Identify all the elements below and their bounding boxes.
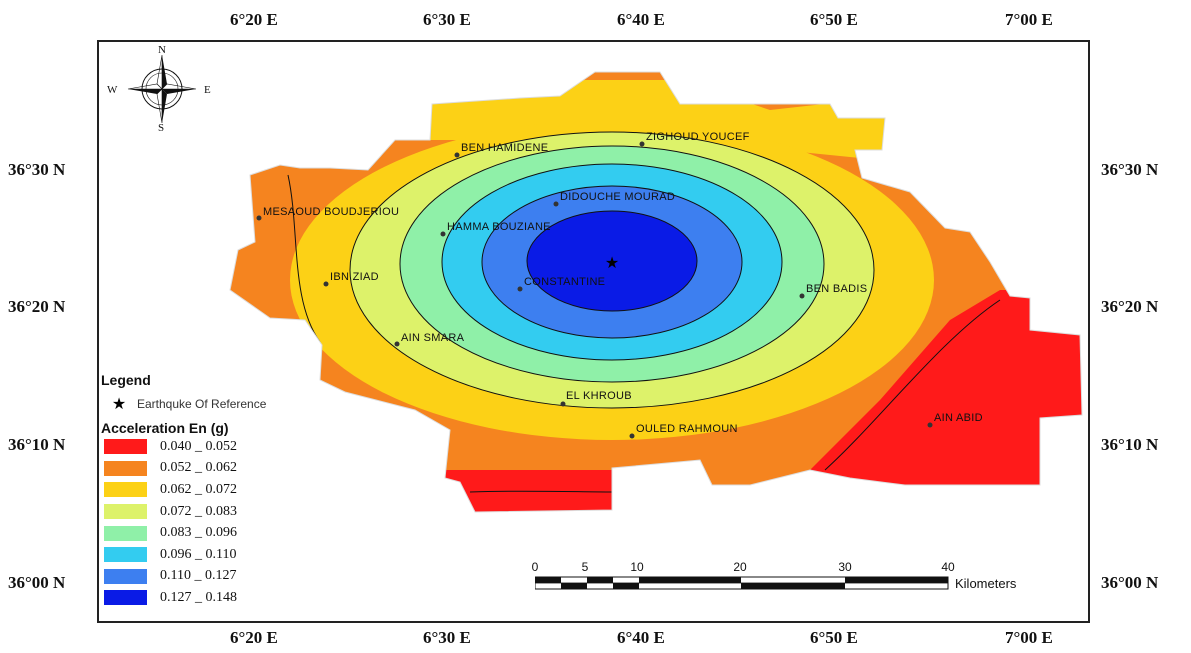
right-tick-label: 36°20 N (1101, 297, 1159, 316)
scale-tick-label: 30 (838, 560, 852, 574)
left-tick-label: 36°10 N (8, 435, 66, 454)
left-tick-label: 36°20 N (8, 297, 66, 316)
scale-tick-label: 10 (630, 560, 644, 574)
legend-class-label: 0.096 _ 0.110 (160, 546, 237, 562)
legend-class-row: 0.127 _ 0.148 (101, 587, 341, 609)
town-label: ZIGHOUD YOUCEF (646, 131, 750, 143)
town-label: OULED RAHMOUN (636, 423, 738, 435)
legend-class-label: 0.083 _ 0.096 (160, 525, 237, 541)
town-label: BEN BADIS (806, 283, 867, 295)
legend-quake-entry: ★ Earthquke Of Reference (101, 394, 341, 414)
map-legend: Legend ★ Earthquke Of Reference Accelera… (101, 372, 341, 609)
legend-acceleration-title: Acceleration En (g) (101, 420, 229, 436)
bottom-tick-label: 6°50 E (810, 628, 858, 647)
legend-class-row: 0.062 _ 0.072 (101, 479, 341, 501)
legend-quake-label: Earthquke Of Reference (137, 397, 267, 411)
left-tick-label: 36°30 N (8, 160, 66, 179)
right-tick-label: 36°30 N (1101, 160, 1159, 179)
town-marker (517, 286, 523, 292)
right-tick-label: 36°10 N (1101, 435, 1159, 454)
town-marker (553, 201, 559, 207)
compass-north-label: N (158, 44, 166, 56)
legend-swatch (104, 482, 147, 498)
compass-east-label: E (204, 84, 211, 96)
town-label: BEN HAMIDENE (461, 142, 548, 154)
epicenter-star-icon: ★ (605, 255, 619, 272)
town-marker (927, 422, 933, 428)
compass-west-label: W (107, 84, 118, 96)
legend-class-label: 0.052 _ 0.062 (160, 460, 237, 476)
legend-swatch (104, 504, 147, 520)
scale-tick-label: 20 (733, 560, 747, 574)
legend-class-row: 0.110 _ 0.127 (101, 566, 341, 588)
class-0.040-0.052-fill-east (810, 290, 1082, 512)
compass-rose: N S E W (105, 44, 215, 136)
contour-line-east (824, 299, 1001, 471)
scale-bar-graphic (535, 576, 949, 590)
legend-class-label: 0.127 _ 0.148 (160, 589, 237, 605)
legend-swatch (104, 460, 147, 476)
contour-line-south (469, 490, 613, 493)
bottom-tick-label: 6°40 E (617, 628, 665, 647)
legend-swatch (104, 568, 147, 584)
legend-swatch (104, 590, 147, 606)
star-icon: ★ (111, 396, 127, 413)
town-label: IBN ZIAD (330, 271, 379, 283)
right-tick-label: 36°00 N (1101, 573, 1159, 592)
scale-tick-label: 0 (531, 560, 539, 574)
scale-tick-label: 40 (941, 560, 955, 574)
scale-bar: 0 5 10 20 30 40 Kilometers (520, 560, 1080, 600)
legend-swatch (104, 439, 147, 455)
compass-star-icon (127, 54, 197, 124)
region-boundary (229, 71, 1083, 513)
town-marker (629, 433, 635, 439)
legend-class-row: 0.072 _ 0.083 (101, 501, 341, 523)
scale-tick-label: 5 (581, 560, 589, 574)
legend-title: Legend (101, 372, 151, 388)
town-marker (560, 401, 566, 407)
left-tick-label: 36°00 N (8, 573, 66, 592)
contour-line-west (287, 174, 321, 343)
top-tick-label: 7°00 E (1005, 10, 1053, 29)
town-marker (454, 152, 460, 158)
bottom-tick-label: 6°20 E (230, 628, 278, 647)
town-marker (799, 293, 805, 299)
town-marker (639, 141, 645, 147)
bottom-tick-label: 6°30 E (423, 628, 471, 647)
legend-swatch (104, 547, 147, 563)
town-label: MESAOUD BOUDJERIOU (263, 206, 399, 218)
town-label: EL KHROUB (566, 390, 632, 402)
top-tick-label: 6°20 E (230, 10, 278, 29)
legend-class-row: 0.096 _ 0.110 (101, 544, 341, 566)
town-marker (440, 231, 446, 237)
town-label: CONSTANTINE (524, 276, 605, 288)
legend-class-label: 0.062 _ 0.072 (160, 481, 237, 497)
town-marker (394, 341, 400, 347)
class-0.127-0.148-fill (526, 210, 698, 312)
bottom-tick-label: 7°00 E (1005, 628, 1053, 647)
legend-class-label: 0.072 _ 0.083 (160, 503, 237, 519)
scale-unit-label: Kilometers (955, 576, 1017, 591)
legend-class-row: 0.052 _ 0.062 (101, 458, 341, 480)
legend-swatch (104, 525, 147, 541)
legend-class-row: 0.083 _ 0.096 (101, 522, 341, 544)
town-label: DIDOUCHE MOURAD (560, 191, 675, 203)
town-label: AIN SMARA (401, 332, 465, 344)
town-label: AIN ABID (934, 412, 983, 424)
top-tick-label: 6°30 E (423, 10, 471, 29)
legend-class-row: 0.040 _ 0.052 (101, 436, 341, 458)
top-tick-label: 6°50 E (810, 10, 858, 29)
top-tick-label: 6°40 E (617, 10, 665, 29)
town-marker (256, 215, 262, 221)
town-label: HAMMA BOUZIANE (447, 221, 551, 233)
town-markers (256, 141, 933, 439)
compass-south-label: S (158, 122, 165, 134)
town-marker (323, 281, 329, 287)
legend-class-label: 0.040 _ 0.052 (160, 438, 237, 454)
legend-class-label: 0.110 _ 0.127 (160, 568, 237, 584)
